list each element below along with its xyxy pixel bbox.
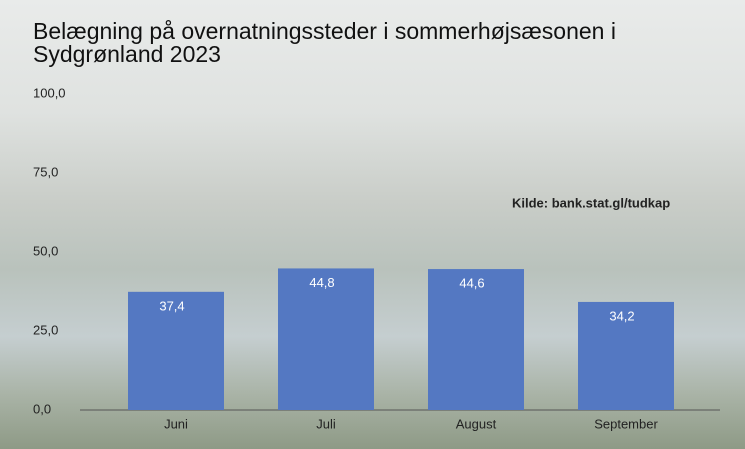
value-label: 34,2 (609, 308, 634, 323)
y-tick-label: 75,0 (33, 164, 58, 179)
y-tick-label: 50,0 (33, 243, 58, 258)
bar (428, 269, 524, 410)
x-tick-label: Juni (164, 416, 188, 431)
bar (128, 291, 224, 410)
value-label: 44,6 (459, 276, 484, 291)
chart-title: Belægning på overnatningssteder i sommer… (33, 18, 616, 67)
y-tick-label: 25,0 (33, 322, 58, 337)
value-label: 44,8 (309, 275, 334, 290)
x-tick-label: August (456, 416, 497, 431)
y-tick-label: 0,0 (33, 401, 51, 416)
bar (578, 301, 674, 410)
y-tick-label: 100,0 (33, 85, 66, 100)
bar (278, 268, 374, 410)
x-tick-label: Juli (316, 416, 336, 431)
value-label: 37,4 (159, 298, 184, 313)
x-tick-label: September (594, 416, 658, 431)
source-note: Kilde: bank.stat.gl/tudkap (512, 195, 670, 210)
